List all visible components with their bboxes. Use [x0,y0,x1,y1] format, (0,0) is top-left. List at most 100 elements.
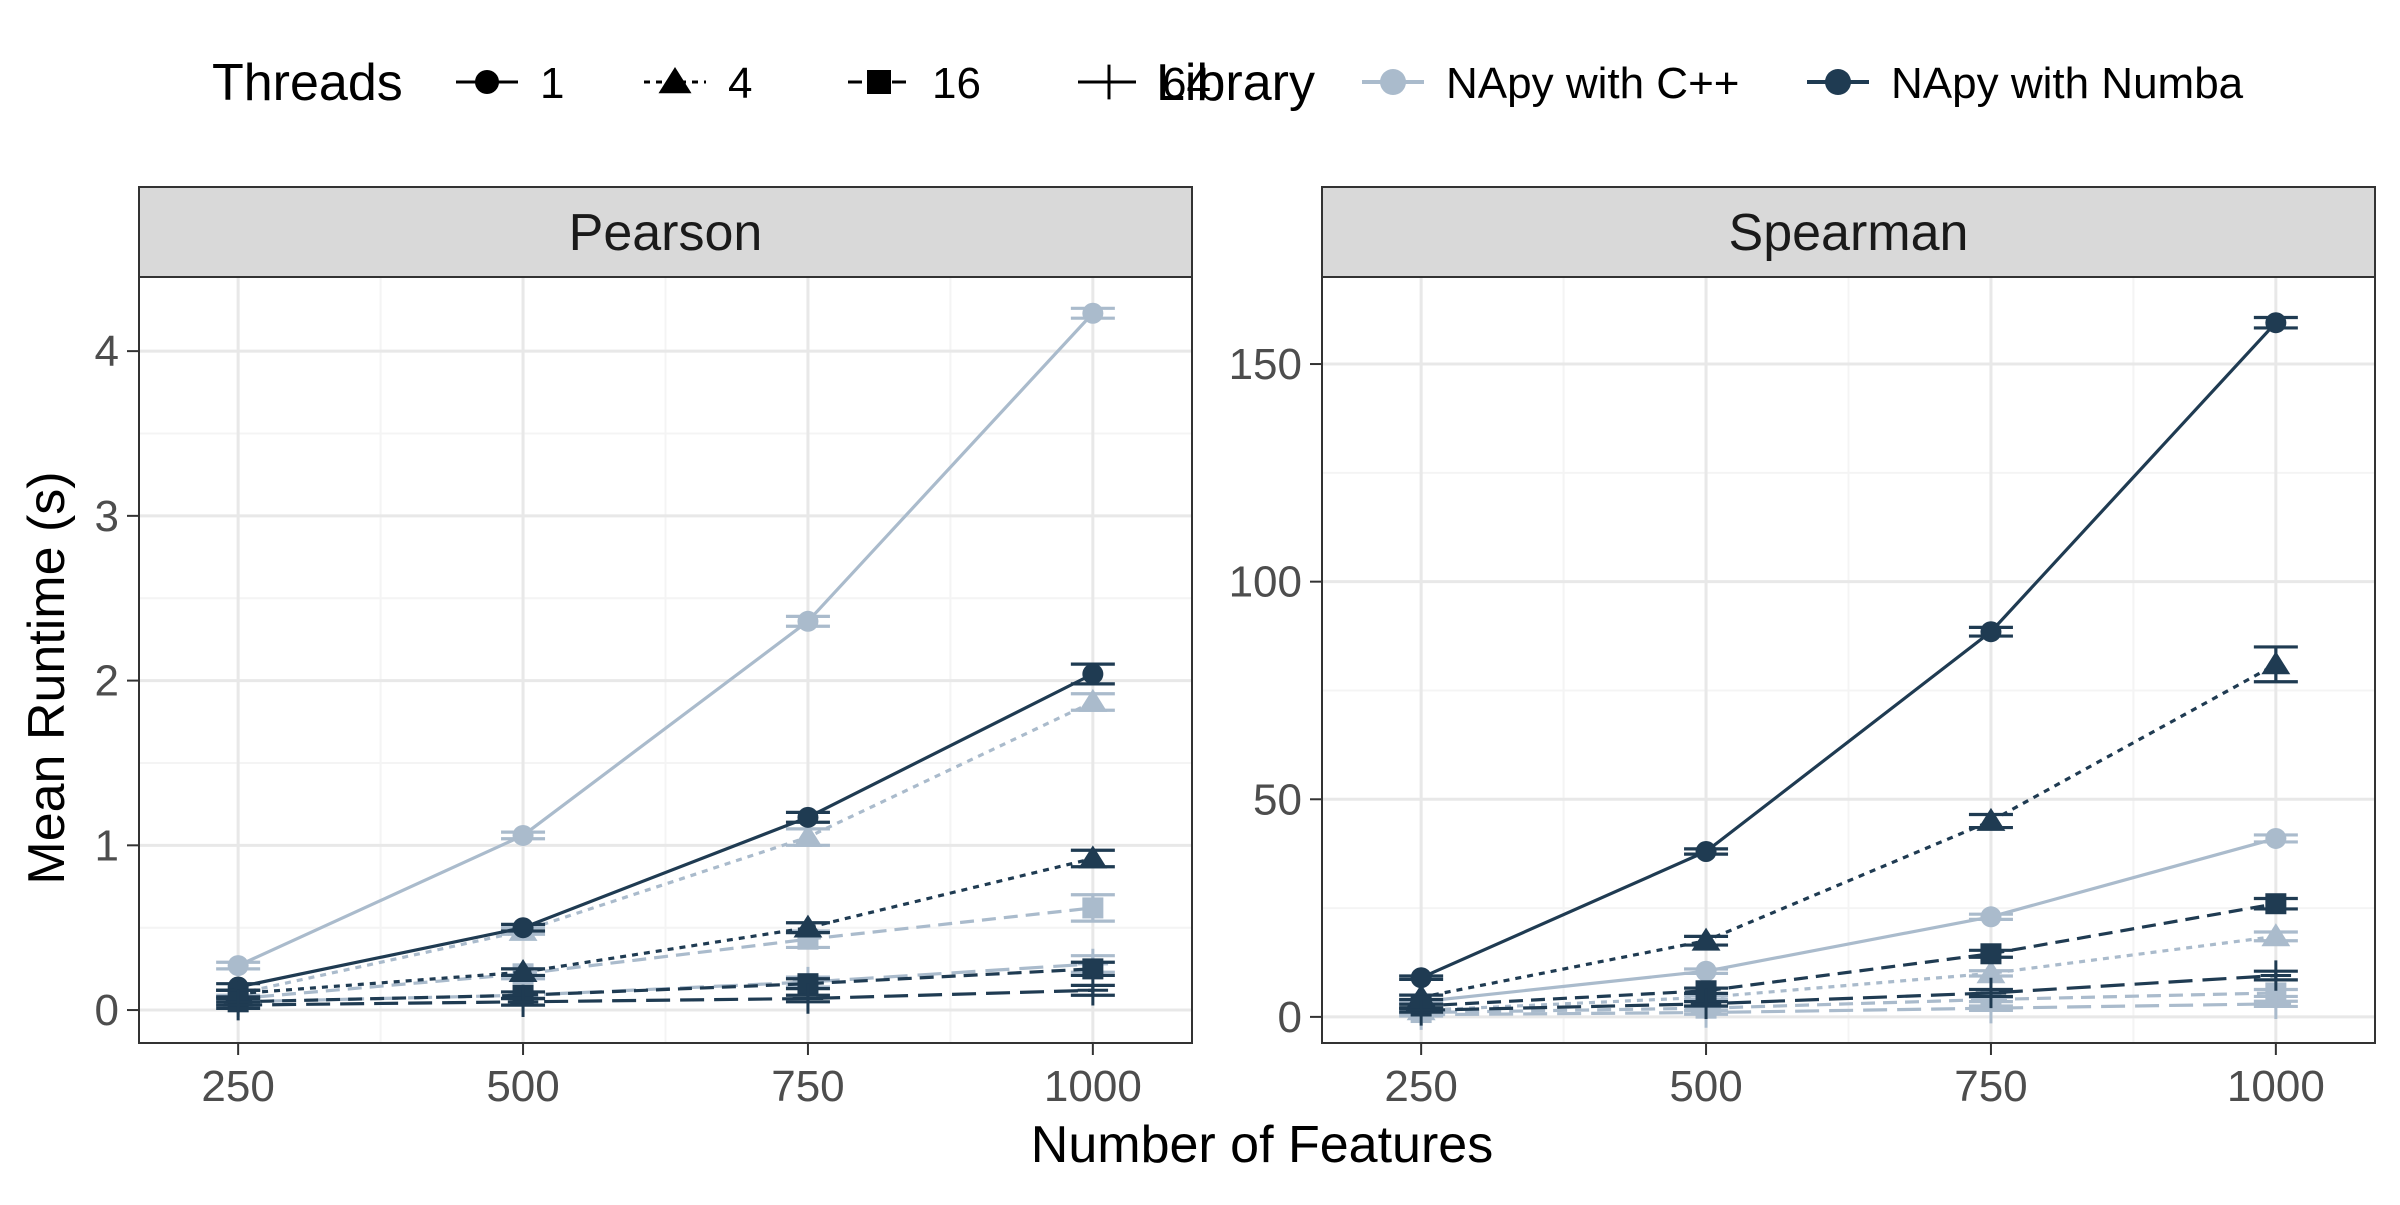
data-point [2261,923,2291,947]
data-point [507,986,539,1018]
series-napy-with-numba-threads-64 [216,975,1115,1021]
series-line [1421,902,2277,1008]
library-legend-item-napy-with-numba: NApy with Numba [1807,59,2244,108]
series-line [1421,1002,2276,1017]
data-point [1691,927,1721,951]
data-point [797,806,819,828]
y-tick-label: 4 [95,327,119,376]
threads-legend-item-4: 4 [644,59,752,108]
data-point [2265,893,2287,915]
y-tick-label: 150 [1229,340,1302,389]
series-line [1420,662,2277,999]
data-point [1077,975,1109,1006]
data-point [1082,958,1104,980]
threads-legend-label: 1 [540,59,564,108]
data-point [1980,943,2002,965]
data-point [222,989,254,1021]
panel-border [138,276,1193,1044]
panel-pearson: Pearson 0 1 2 3 4 250 500 750 1000 [95,186,1193,1111]
series-line [238,988,1093,1007]
data-point [792,983,824,1014]
data-point [1695,841,1717,862]
panel-title: Spearman [1729,204,1969,262]
series-line [1420,321,2278,980]
threads-legend-title: Threads [212,54,403,112]
library-legend-label: NApy with Numba [1891,59,2244,108]
y-tick-label: 0 [1278,993,1302,1042]
y-tick-label: 50 [1253,775,1302,824]
x-tick-label: 500 [1669,1062,1742,1111]
y-tick-label: 2 [95,657,119,706]
data-point [227,955,249,977]
data-point [1975,977,2007,1009]
series-line [237,700,1094,996]
square-legend-marker [867,70,891,94]
data-point [1980,906,2002,928]
series-line [237,312,1095,968]
series-line [237,672,1094,989]
data-point [1078,845,1108,869]
x-tick-label: 750 [771,1062,844,1111]
x-axis-ticks: 250 500 750 1000 [201,1043,1142,1111]
threads-legend-label: 16 [932,59,981,108]
series-line [1421,973,2276,1012]
panel-spearman: Spearman 0 50 100 150 250 500 750 1000 [1229,186,2376,1111]
data-point [512,824,534,846]
data-point [793,914,823,938]
circle-legend-marker [475,70,499,94]
data-point [1980,621,2002,643]
threads-legend-item-16: 16 [848,59,981,108]
panel-strip [138,186,1193,278]
x-tick-label: 250 [1384,1062,1457,1111]
series-line [238,967,1093,1004]
library-legend-title: Library [1156,54,1315,112]
data-point [2260,988,2292,1020]
data-point [1078,688,1108,712]
data-point [1082,663,1104,685]
y-axis-ticks: 0 1 2 3 4 [95,327,139,1035]
series-napy-with-c-threads-1 [216,302,1115,977]
data-point [793,823,823,847]
series-line [1420,836,2277,1004]
data-point [2265,312,2287,334]
y-tick-label: 1 [95,821,119,870]
panel-strip [1321,186,2376,278]
x-tick-label: 1000 [1044,1062,1142,1111]
series-line [238,906,1094,1001]
data-point [797,610,819,632]
plus-legend-marker [1091,64,1127,100]
data-point [2265,827,2287,849]
data-point [1082,302,1104,324]
gridlines [139,277,1192,1043]
x-axis-ticks: 250 500 750 1000 [1384,1043,2325,1111]
triangle-legend-marker [658,67,692,94]
data-point [1405,995,1437,1026]
circle-legend-marker [1380,69,1406,95]
data-point [1976,807,2006,831]
x-tick-label: 500 [486,1062,559,1111]
series-napy-with-numba-threads-1 [1399,312,2298,989]
library-legend-label: NApy with C++ [1446,59,1739,108]
data-point [512,917,534,939]
x-tick-label: 750 [1954,1062,2027,1111]
circle-legend-marker [1825,69,1851,95]
library-legend-item-napy-with-c: NApy with C++ [1362,59,1739,108]
data-point [1082,897,1104,919]
x-axis-title: Number of Features [1031,1116,1493,1174]
y-tick-label: 0 [95,986,119,1035]
x-tick-label: 1000 [2227,1062,2325,1111]
series-napy-with-numba-threads-64 [1399,960,2298,1026]
threads-legend-item-64: 64 [1078,59,1211,108]
x-tick-label: 250 [201,1062,274,1111]
data-point [1410,967,1432,989]
y-tick-label: 100 [1229,558,1302,607]
panel-title: Pearson [569,204,763,262]
series-line [1421,991,2276,1015]
data-point [2261,651,2291,675]
y-axis-ticks: 0 50 100 150 [1229,340,1322,1042]
data-point [2260,960,2292,991]
threads-legend-item-1: 1 [456,59,564,108]
data-point [1976,960,2006,984]
